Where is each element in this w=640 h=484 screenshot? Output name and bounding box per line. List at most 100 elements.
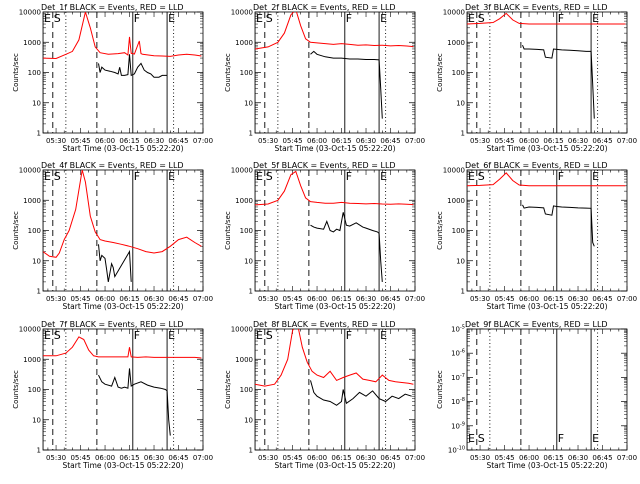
event-marker-label: F	[134, 170, 140, 183]
y-tick-label: 10	[456, 99, 465, 107]
events-rate-line	[522, 45, 595, 119]
y-tick-label: 1	[37, 447, 41, 455]
panel-det-4: Det_4f BLACK = Events, RED = LLD 1 10 100 10…	[12, 161, 213, 311]
y-tick-label: 100	[452, 227, 465, 235]
x-axis-label: Start Time (03-Oct-15 05:22:20)	[486, 144, 607, 153]
y-tick-label: 1000	[235, 356, 253, 364]
event-marker-label: E	[256, 12, 263, 25]
events-rate-line	[310, 50, 383, 119]
x-tick-label: 06:30	[144, 295, 164, 303]
x-axis-label: Start Time (03-Oct-15 05:22:20)	[486, 461, 607, 470]
chart-title: Det_2f BLACK = Events, RED = LLD	[253, 3, 396, 12]
chart-title: Det_3f BLACK = Events, RED = LLD	[465, 3, 608, 12]
plot-area	[43, 12, 202, 133]
x-axis-label: Start Time (03-Oct-15 05:22:20)	[62, 144, 183, 153]
lld-rate-line	[43, 336, 202, 359]
panel-det-1: Det_1f BLACK = Events, RED = LLD 1 10 100 10…	[12, 3, 213, 153]
x-tick-label: 05:45	[70, 295, 90, 303]
events-rate-line	[310, 380, 412, 406]
y-tick-label: 10-8	[451, 397, 465, 406]
event-marker-label: E	[468, 12, 475, 25]
y-tick-label: 10	[32, 257, 41, 265]
x-tick-label: 06:30	[568, 137, 588, 145]
lld-rate-line	[467, 12, 626, 25]
y-axis-label: Counts/sec	[436, 211, 444, 250]
x-tick-label: 07:00	[617, 137, 637, 145]
x-tick-label: 05:45	[494, 137, 514, 145]
event-marker-label: E	[592, 170, 599, 183]
x-tick-label: 06:45	[168, 295, 188, 303]
x-tick-label: 07:00	[193, 295, 213, 303]
x-tick-label: 05:30	[470, 295, 490, 303]
plot-frame	[254, 11, 416, 134]
x-tick-label: 06:45	[380, 137, 400, 145]
y-tick-label: 10	[32, 416, 41, 424]
x-tick-label: 05:30	[470, 137, 490, 145]
lld-rate-line	[255, 170, 414, 206]
event-marker-label: F	[346, 12, 352, 25]
event-marker-label: S	[54, 12, 61, 25]
x-tick-label: 06:00	[307, 295, 327, 303]
chart-title: Det_8f BLACK = Events, RED = LLD	[253, 320, 396, 329]
y-tick-label: 10-5	[451, 325, 465, 334]
x-tick-label: 06:15	[543, 454, 563, 462]
y-tick-label: 1	[249, 447, 253, 455]
chart-title: Det_6f BLACK = Events, RED = LLD	[465, 161, 608, 170]
x-axis-label: Start Time (03-Oct-15 05:22:20)	[62, 302, 183, 311]
panel-det-5: Det_5f BLACK = Events, RED = LLD 1 10 100 10…	[224, 161, 425, 311]
y-tick-label: 10	[456, 257, 465, 265]
y-tick-label: 10000	[231, 167, 253, 175]
x-tick-label: 06:45	[592, 295, 612, 303]
lld-rate-line	[43, 170, 202, 258]
x-tick-label: 07:00	[405, 454, 425, 462]
plot-frame	[42, 328, 204, 451]
y-tick-label: 100	[240, 227, 253, 235]
panel-det-8: Det_8f BLACK = Events, RED = LLD 1 10 100 10…	[224, 320, 425, 470]
event-marker-label: E	[592, 432, 599, 445]
x-axis-label: Start Time (03-Oct-15 05:22:20)	[274, 302, 395, 311]
x-tick-label: 06:30	[356, 454, 376, 462]
x-tick-label: 07:00	[193, 137, 213, 145]
y-tick-label: 1	[249, 288, 253, 296]
y-tick-label: 10	[244, 257, 253, 265]
event-marker-label: E	[380, 170, 387, 183]
y-tick-label: 1	[461, 130, 465, 138]
y-tick-label: 1000	[235, 39, 253, 47]
x-tick-label: 06:45	[592, 137, 612, 145]
plot-frame	[466, 328, 628, 451]
x-tick-label: 05:30	[258, 454, 278, 462]
plot-frame	[466, 169, 628, 292]
y-axis-label: Counts/sec	[436, 370, 444, 409]
x-tick-label: 06:30	[568, 454, 588, 462]
event-marker-label: F	[558, 12, 564, 25]
plot-area	[255, 170, 414, 291]
events-rate-line	[310, 212, 383, 282]
event-marker-label: S	[266, 329, 273, 342]
x-tick-label: 05:45	[494, 454, 514, 462]
plot-area	[467, 170, 626, 291]
event-marker-label: E	[44, 329, 51, 342]
y-tick-label: 1	[37, 288, 41, 296]
event-marker-label: E	[44, 170, 51, 183]
x-tick-label: 05:45	[282, 295, 302, 303]
x-tick-label: 06:30	[144, 454, 164, 462]
x-tick-label: 05:30	[258, 295, 278, 303]
x-tick-label: 06:15	[543, 137, 563, 145]
x-tick-label: 07:00	[617, 454, 637, 462]
x-axis-label: Start Time (03-Oct-15 05:22:20)	[274, 461, 395, 470]
event-marker-label: E	[380, 329, 387, 342]
x-tick-label: 06:00	[95, 295, 115, 303]
y-tick-label: 1	[37, 130, 41, 138]
x-tick-label: 06:00	[307, 454, 327, 462]
x-tick-label: 06:00	[519, 295, 539, 303]
x-tick-label: 06:15	[119, 454, 139, 462]
event-marker-label: S	[54, 329, 61, 342]
y-tick-label: 100	[28, 386, 41, 394]
event-marker-label: E	[256, 170, 263, 183]
y-tick-label: 10000	[443, 9, 465, 17]
chart-title: Det_1f BLACK = Events, RED = LLD	[41, 3, 184, 12]
y-axis-label: Counts/sec	[12, 53, 20, 92]
y-tick-label: 10-10	[448, 446, 465, 455]
plot-area	[467, 329, 599, 450]
